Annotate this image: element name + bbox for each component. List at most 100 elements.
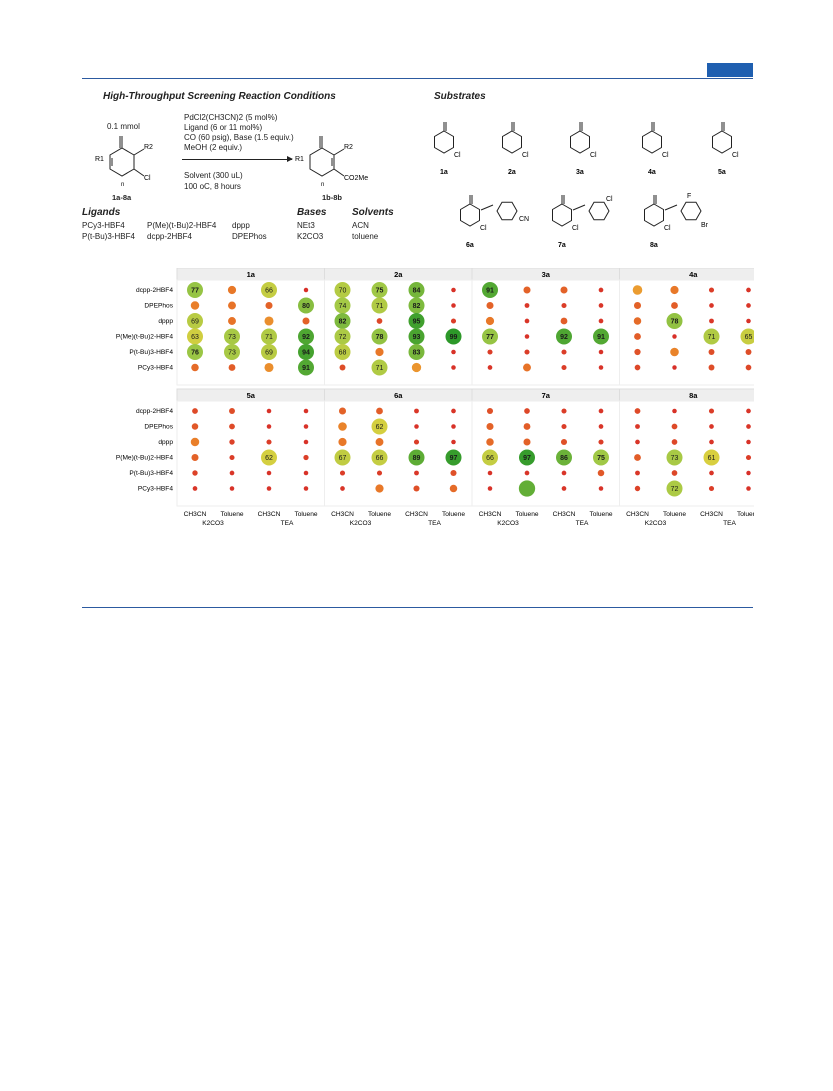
yield-bubble	[451, 303, 456, 308]
journal-tab	[707, 63, 753, 77]
product-co2me-label: CO2Me	[344, 175, 368, 182]
yield-bubble	[371, 328, 388, 345]
yield-bubble	[487, 349, 493, 355]
yield-bubble	[523, 423, 531, 430]
yield-bubble	[450, 318, 457, 324]
yield-bubble	[265, 301, 273, 310]
yield-label: 73	[228, 334, 236, 341]
yield-bubble	[376, 318, 383, 324]
yield-label: 74	[339, 303, 347, 310]
yield-bubble	[593, 449, 609, 466]
yield-bubble	[303, 287, 309, 293]
yield-bubble	[303, 424, 309, 429]
ligand-item: dppp	[232, 221, 250, 230]
yield-bubble	[634, 454, 641, 461]
yield-bubble	[298, 359, 314, 376]
yield-bubble	[408, 449, 425, 466]
yield-bubble	[709, 303, 714, 308]
ring-shape	[642, 130, 662, 154]
row-label: P(t-Bu)3-HBF4	[129, 470, 173, 477]
yield-bubble	[745, 454, 752, 461]
panel-1a: 1a 77 66 80 69 63 73 71 92 76 73 69 94 91	[176, 268, 325, 386]
arrow-head-icon	[287, 156, 293, 162]
yield-bubble	[708, 287, 715, 293]
panel-body	[619, 279, 754, 386]
yield-bubble	[371, 297, 388, 314]
yield-bubble	[524, 470, 530, 476]
yield-label: 86	[560, 455, 568, 462]
yield-bubble	[560, 286, 568, 294]
yield-bubble	[632, 285, 643, 295]
starting-material-structure: R1 R2 Cl n	[95, 136, 153, 188]
yield-label: 97	[523, 455, 531, 462]
product-r1-label: R1	[295, 156, 304, 163]
yield-label: 66	[486, 455, 494, 462]
yield-bubble	[187, 344, 203, 360]
yield-label: 72	[339, 334, 347, 341]
amount-text: 0.1 mmol	[107, 122, 140, 131]
row-label: P(t-Bu)3-HBF4	[129, 349, 173, 356]
substrate-structures: Cl 1a Cl 2a Cl 3a Cl 4a Cl 5a Cl CN 6a Cl Cl 7a Cl F Br 8a	[434, 122, 739, 248]
column-label: Toluene	[515, 511, 538, 518]
yield-bubble	[451, 439, 456, 445]
yield-label: 69	[265, 350, 273, 357]
panel-3a: 3a 91 77 92 91	[471, 268, 620, 386]
substrate-1a: Cl 1a	[434, 122, 461, 176]
yield-bubble	[485, 316, 495, 326]
yield-bubble	[709, 439, 714, 445]
yield-label: 72	[671, 486, 679, 493]
yield-bubble	[560, 317, 568, 325]
aryl-chloro-label: Cl	[606, 196, 613, 203]
yield-label: 71	[708, 334, 716, 341]
yield-label: 69	[191, 319, 199, 326]
yield-label: 77	[191, 288, 199, 295]
yield-bubble	[708, 364, 715, 371]
yield-label: 73	[671, 455, 679, 462]
yield-bubble	[229, 439, 235, 445]
column-group-label: TEA	[576, 520, 589, 527]
yield-bubble	[371, 449, 388, 466]
yield-label: 82	[339, 319, 347, 326]
yield-bubble	[561, 349, 567, 355]
yield-label: 91	[302, 365, 310, 372]
yield-bubble	[376, 470, 383, 476]
yield-bubble	[338, 437, 347, 447]
solvent-item: ACN	[352, 221, 369, 230]
yield-bubble	[561, 423, 567, 430]
sm-r2-label: R2	[144, 144, 153, 151]
yield-bubble	[266, 486, 272, 491]
yield-bubble	[451, 424, 456, 429]
yield-bubble	[598, 439, 604, 445]
yield-label: 89	[413, 455, 421, 462]
panel-8a: 8a 73 61 72	[619, 388, 754, 507]
panel-header	[619, 268, 754, 281]
substrate-label: 2a	[508, 169, 516, 176]
yield-bubble	[190, 301, 200, 310]
yield-label: 65	[745, 334, 753, 341]
yield-bubble	[635, 439, 640, 445]
yield-bubble	[560, 438, 568, 446]
yield-bubble	[445, 328, 462, 345]
yield-bubble	[413, 485, 420, 492]
yield-bubble	[451, 408, 456, 414]
yield-bubble	[229, 423, 235, 430]
yield-bubble	[708, 485, 715, 492]
reagent-line: CO (60 psig), Base (1.5 equiv.)	[184, 133, 294, 142]
yield-bubble	[228, 317, 236, 325]
yield-bubble	[634, 348, 641, 356]
yield-bubble	[708, 349, 715, 355]
yield-bubble	[191, 423, 199, 430]
yield-bubble	[746, 439, 751, 445]
column-group-label: K2CO3	[497, 520, 519, 527]
yield-bubble	[671, 423, 678, 430]
yield-bubble	[451, 349, 456, 355]
row-label: P(Me)(t-Bu)2-HBF4	[116, 455, 173, 462]
yield-bubble	[519, 449, 535, 466]
yield-bubble	[371, 359, 388, 376]
ligand-item: P(t-Bu)3-HBF4	[82, 232, 135, 241]
yield-bubble	[339, 364, 346, 371]
ring-shape	[460, 203, 480, 227]
yield-label: 71	[376, 365, 384, 372]
panel-title: 2a	[394, 270, 403, 279]
top-rule	[82, 78, 753, 79]
